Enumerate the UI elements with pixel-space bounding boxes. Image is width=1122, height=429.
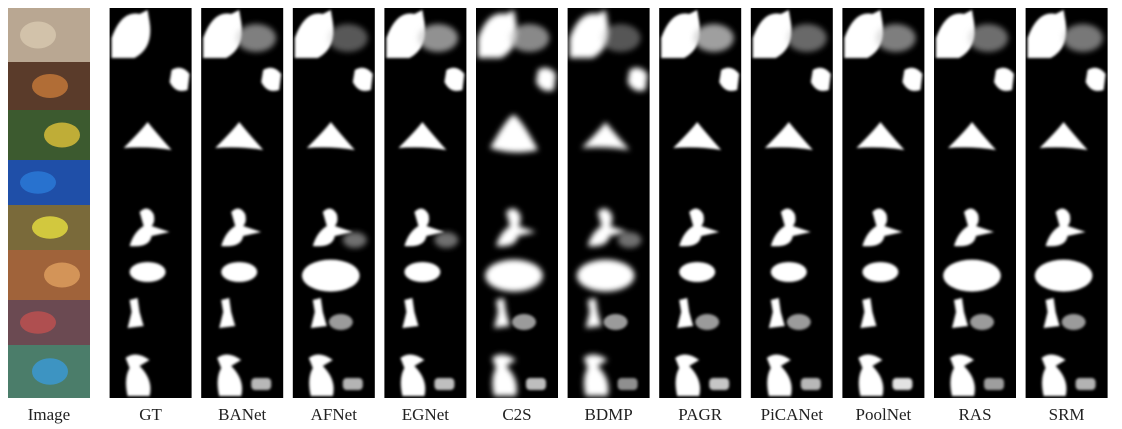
saliency-blob	[943, 260, 1001, 292]
map-background	[384, 8, 466, 398]
noise	[694, 24, 734, 52]
noise	[1063, 24, 1103, 52]
column-label: RAS	[958, 405, 991, 424]
noise	[1076, 378, 1096, 390]
saliency-map	[568, 8, 650, 398]
noise	[695, 314, 719, 330]
saliency-blob	[679, 262, 715, 282]
noise	[970, 314, 994, 330]
saliency-blob	[485, 260, 543, 292]
noise	[709, 378, 729, 390]
image-detail	[44, 263, 80, 288]
saliency-blob	[1035, 260, 1093, 292]
saliency-map	[384, 8, 466, 398]
saliency-map	[842, 8, 924, 398]
column-label: AFNet	[311, 405, 358, 424]
noise	[434, 232, 458, 248]
noise	[968, 24, 1008, 52]
saliency-blob	[302, 260, 360, 292]
map-background	[659, 8, 741, 398]
map-background	[934, 8, 1016, 398]
saliency-blob	[771, 262, 807, 282]
noise	[876, 24, 916, 52]
saliency-blob	[577, 260, 635, 292]
input-images	[8, 8, 90, 398]
image-detail	[20, 311, 56, 334]
saliency-map	[201, 8, 283, 398]
noise	[787, 24, 827, 52]
saliency-map	[110, 8, 192, 398]
noise	[343, 232, 367, 248]
map-background	[201, 8, 283, 398]
column-label: C2S	[502, 405, 531, 424]
noise	[1062, 314, 1086, 330]
saliency-blob	[130, 262, 166, 282]
image-detail	[32, 74, 68, 98]
map-background	[568, 8, 650, 398]
saliency-map	[934, 8, 1016, 398]
saliency-map	[476, 8, 558, 398]
noise	[236, 24, 276, 52]
column-label: SRM	[1049, 405, 1085, 424]
noise	[509, 24, 549, 52]
noise	[343, 378, 363, 390]
map-background	[476, 8, 558, 398]
column-label: BDMP	[585, 405, 633, 424]
map-background	[293, 8, 375, 398]
column-label: PoolNet	[856, 405, 912, 424]
noise	[892, 378, 912, 390]
image-detail	[32, 358, 68, 385]
column-label: PiCANet	[761, 405, 824, 424]
image-detail	[32, 216, 68, 239]
noise	[526, 378, 546, 390]
image-detail	[20, 171, 56, 194]
noise	[329, 314, 353, 330]
noise	[618, 232, 642, 248]
noise	[418, 24, 458, 52]
saliency-blob	[862, 262, 898, 282]
saliency-blob	[221, 262, 257, 282]
noise	[328, 24, 368, 52]
saliency-map	[659, 8, 741, 398]
column-label: GT	[139, 405, 162, 424]
noise	[984, 378, 1004, 390]
noise	[251, 378, 271, 390]
map-background	[1026, 8, 1108, 398]
column-label: PAGR	[678, 405, 722, 424]
map-background	[110, 8, 192, 398]
noise	[618, 378, 638, 390]
image-detail	[44, 123, 80, 148]
map-background	[751, 8, 833, 398]
saliency-blob	[404, 262, 440, 282]
saliency-map	[293, 8, 375, 398]
column-label: EGNet	[402, 405, 449, 424]
figure: Image GT BANet AFNet EGNet C2S BDMP PAGR PiCANet…	[0, 0, 1122, 429]
column-label: Image	[28, 405, 70, 424]
noise	[604, 314, 628, 330]
noise	[601, 24, 641, 52]
noise	[434, 378, 454, 390]
map-background	[842, 8, 924, 398]
saliency-map	[1026, 8, 1108, 398]
saliency-map	[751, 8, 833, 398]
column-label: BANet	[218, 405, 266, 424]
noise	[801, 378, 821, 390]
page: Image GT BANet AFNet EGNet C2S BDMP PAGR PiCANet…	[0, 0, 1122, 429]
noise	[787, 314, 811, 330]
noise	[512, 314, 536, 330]
image-detail	[20, 22, 56, 49]
